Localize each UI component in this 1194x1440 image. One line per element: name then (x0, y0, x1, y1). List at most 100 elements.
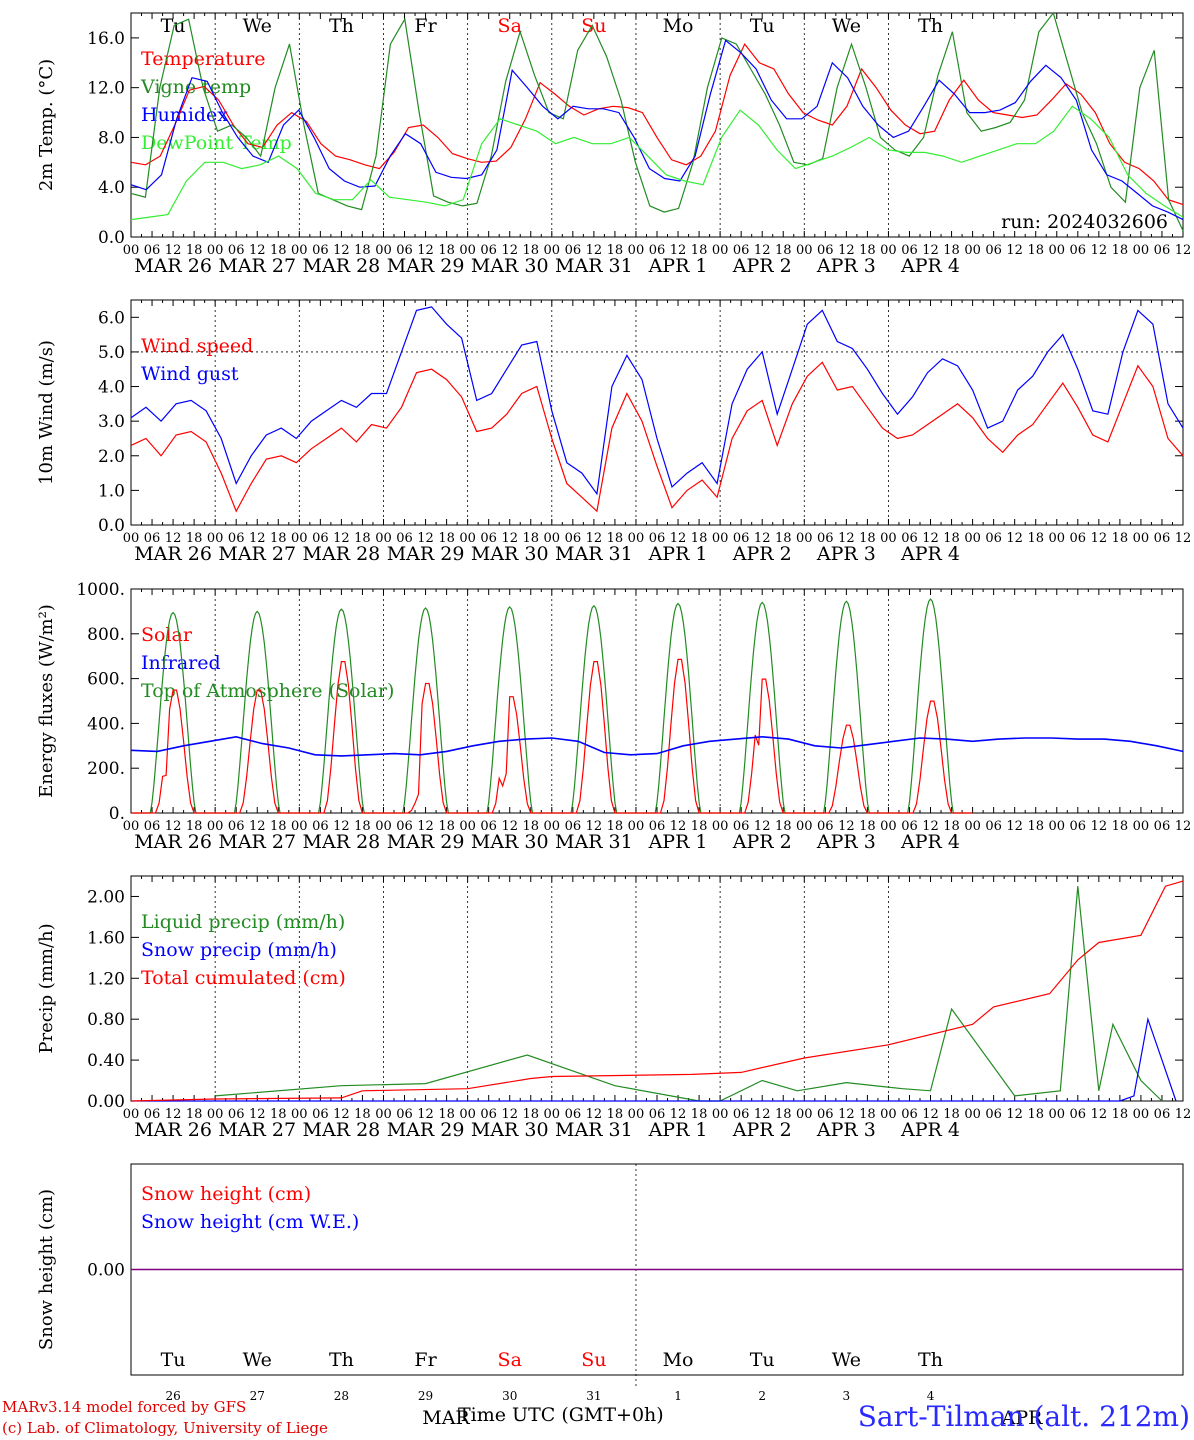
series-line (720, 601, 805, 814)
legend-entry: Vigne temp (140, 76, 251, 98)
series-line (215, 886, 1163, 1102)
weekday-label: Th (918, 15, 943, 37)
hour-tick-label: 18 (775, 531, 792, 546)
hour-tick-label: 18 (354, 1107, 371, 1122)
date-label: APR 4 (900, 543, 960, 565)
hour-tick-label: 18 (354, 819, 371, 834)
y-tick-label: 200. (87, 759, 125, 779)
hour-tick-label: 06 (228, 819, 245, 834)
hour-tick-label: 00 (1048, 243, 1065, 258)
hour-tick-label: 06 (1154, 1107, 1171, 1122)
date-label: APR 3 (816, 255, 876, 277)
date-label: MAR 28 (303, 543, 381, 565)
series-line (804, 724, 889, 814)
weekday-label: Tu (161, 1349, 186, 1371)
day-number-label: 1 (674, 1389, 682, 1403)
series-line (299, 608, 384, 814)
weekday-label: Tu (161, 15, 186, 37)
y-tick-label: 8.0 (98, 128, 125, 148)
hour-tick-label: 12 (165, 531, 182, 546)
hour-tick-label: 12 (754, 1107, 771, 1122)
hour-tick-label: 00 (459, 531, 476, 546)
hour-tick-label: 00 (207, 243, 224, 258)
hour-tick-label: 06 (565, 819, 582, 834)
hour-tick-label: 00 (712, 1107, 729, 1122)
weekday-label: Sa (498, 15, 522, 37)
hour-tick-label: 18 (186, 531, 203, 546)
y-tick-label: 4.0 (98, 378, 125, 398)
hour-tick-label: 06 (985, 243, 1002, 258)
hour-tick-label: 12 (922, 243, 939, 258)
hour-tick-label: 00 (544, 243, 561, 258)
weekday-label: We (832, 1349, 861, 1371)
hour-tick-label: 06 (396, 243, 413, 258)
y-tick-label: 0.00 (87, 1092, 125, 1112)
hour-tick-label: 12 (838, 1107, 855, 1122)
hour-tick-label: 00 (375, 819, 392, 834)
hour-tick-label: 12 (417, 243, 434, 258)
hour-tick-label: 18 (691, 819, 708, 834)
series-line (383, 682, 468, 814)
hour-tick-label: 06 (901, 1107, 918, 1122)
hour-tick-label: 06 (228, 243, 245, 258)
hour-tick-label: 06 (817, 531, 834, 546)
date-label: MAR 31 (555, 543, 633, 565)
hour-tick-label: 18 (438, 1107, 455, 1122)
date-label: MAR 29 (387, 831, 465, 853)
y-tick-label: 1.20 (87, 969, 125, 989)
date-label: APR 2 (732, 831, 792, 853)
legend-entry: Wind gust (141, 363, 239, 385)
hour-tick-label: 12 (922, 531, 939, 546)
hour-tick-label: 06 (312, 243, 329, 258)
series-line (130, 880, 1184, 1102)
hour-tick-label: 06 (396, 1107, 413, 1122)
legend-entry: Snow height (cm) (141, 1183, 311, 1205)
series-line (636, 658, 721, 814)
weekday-label: Tu (750, 1349, 775, 1371)
hour-tick-label: 00 (880, 1107, 897, 1122)
date-label: MAR 27 (218, 543, 296, 565)
y-axis-label: 10m Wind (m/s) (36, 340, 57, 485)
hour-tick-label: 00 (964, 819, 981, 834)
hour-tick-label: 00 (291, 531, 308, 546)
hour-tick-label: 12 (249, 243, 266, 258)
hour-tick-label: 18 (607, 243, 624, 258)
hour-tick-label: 06 (312, 1107, 329, 1122)
legend-entry: Snow height (cm W.E.) (141, 1211, 359, 1233)
hour-tick-label: 00 (123, 819, 140, 834)
date-label: APR 4 (900, 1119, 960, 1141)
date-label: APR 1 (648, 543, 708, 565)
date-label: MAR 28 (303, 831, 381, 853)
series-line (215, 610, 300, 814)
hour-tick-label: 12 (838, 819, 855, 834)
date-label: MAR 26 (134, 1119, 212, 1141)
hour-tick-label: 12 (501, 243, 518, 258)
hour-tick-label: 12 (586, 1107, 603, 1122)
hour-tick-label: 00 (628, 819, 645, 834)
y-tick-label: 1.60 (87, 928, 125, 948)
hour-tick-label: 00 (712, 531, 729, 546)
weekday-label: Tu (750, 15, 775, 37)
weekday-label: Th (918, 1349, 943, 1371)
hour-tick-label: 12 (417, 819, 434, 834)
hour-tick-label: 12 (754, 243, 771, 258)
hour-tick-label: 12 (1006, 243, 1023, 258)
hour-tick-label: 06 (901, 819, 918, 834)
hour-tick-label: 00 (291, 243, 308, 258)
series-line (130, 306, 1184, 496)
hour-tick-label: 12 (249, 1107, 266, 1122)
hour-tick-label: 18 (775, 243, 792, 258)
date-label: MAR 28 (303, 1119, 381, 1141)
series-line (804, 600, 889, 814)
hour-tick-label: 12 (1091, 819, 1108, 834)
y-tick-label: 3.0 (98, 412, 125, 432)
hour-tick-label: 00 (207, 531, 224, 546)
hour-tick-label: 18 (691, 1107, 708, 1122)
hour-tick-label: 18 (1027, 531, 1044, 546)
date-label: APR 3 (816, 831, 876, 853)
hour-tick-label: 18 (943, 243, 960, 258)
date-label: APR 4 (900, 831, 960, 853)
hour-tick-label: 18 (1027, 243, 1044, 258)
hour-tick-label: 06 (1154, 243, 1171, 258)
y-axis-label: Snow height (cm) (36, 1189, 57, 1350)
